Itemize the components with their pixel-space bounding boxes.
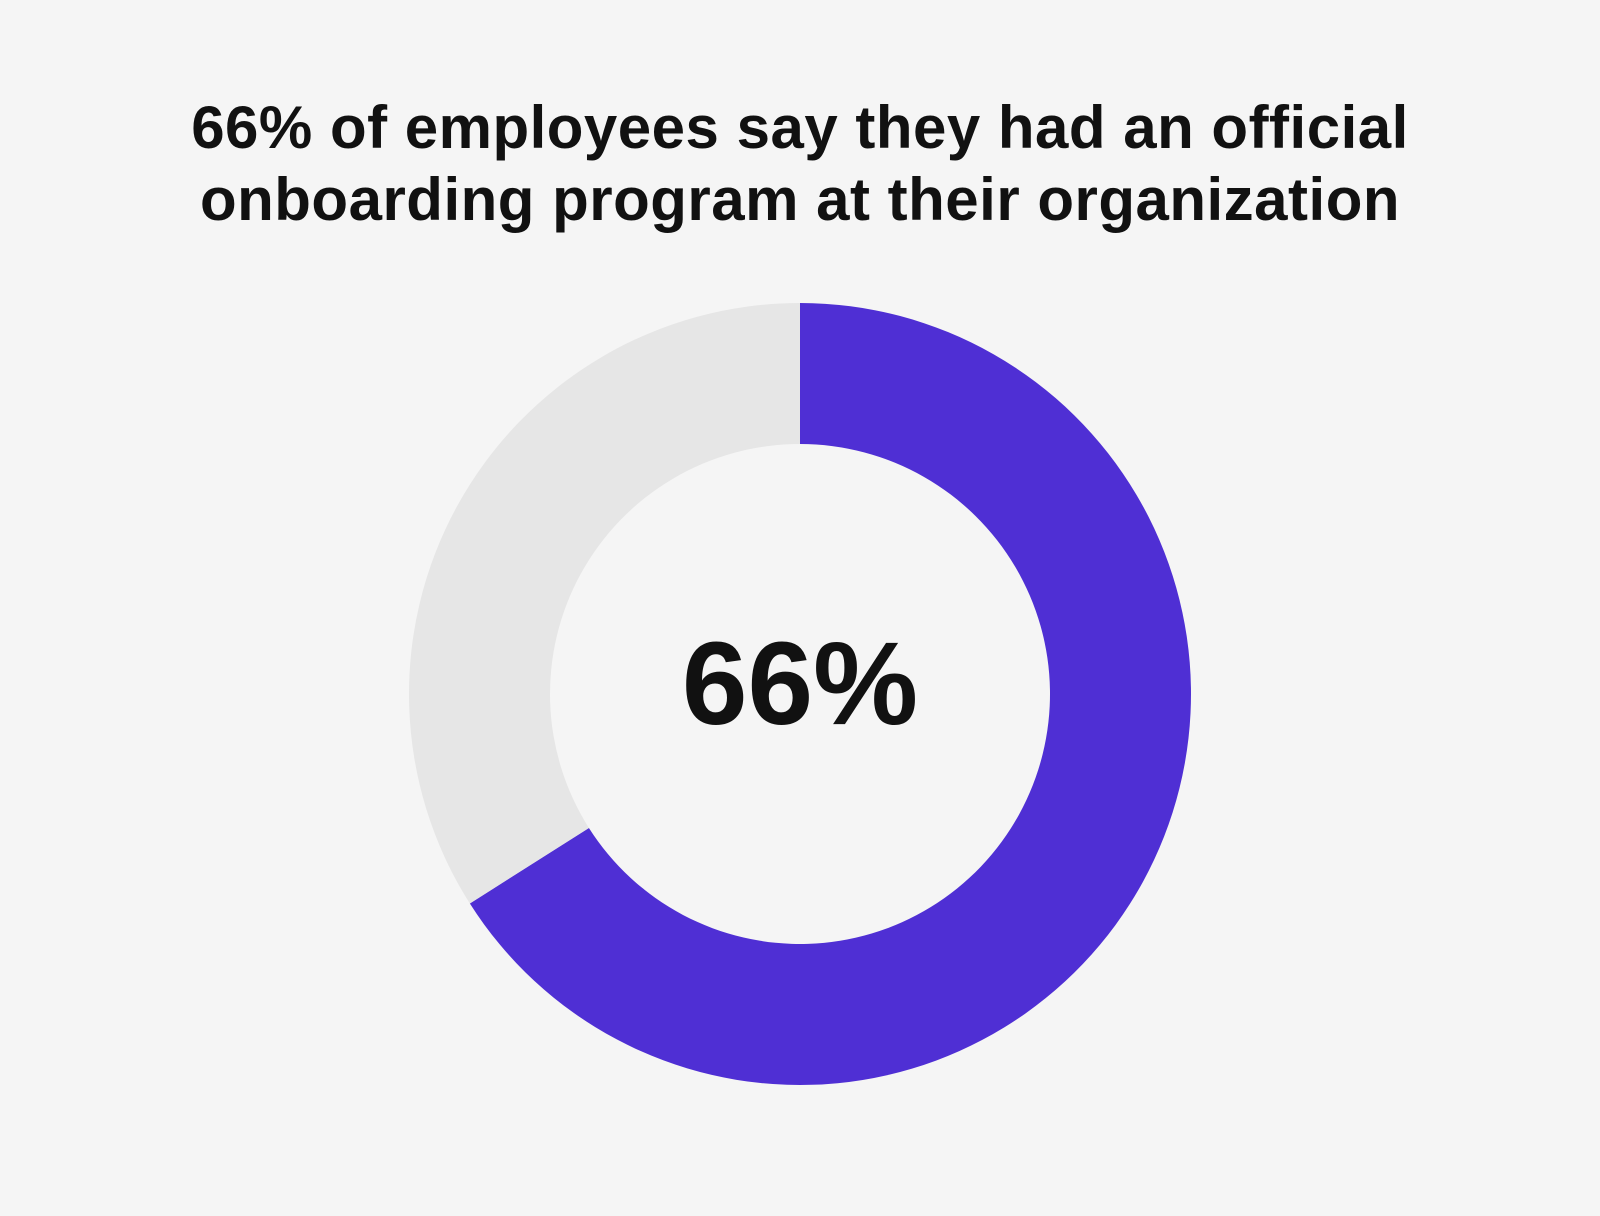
- chart-title-line-1: 66% of employees say they had an officia…: [191, 94, 1409, 161]
- donut-center-label: 66%: [682, 618, 918, 750]
- chart-title: 66% of employees say they had an officia…: [0, 92, 1600, 236]
- donut-slice-2: [409, 303, 800, 904]
- donut-slices: [409, 303, 1191, 1086]
- chart-title-line-2: onboarding program at their organization: [199, 166, 1401, 233]
- donut-slice-1: [469, 303, 1191, 1086]
